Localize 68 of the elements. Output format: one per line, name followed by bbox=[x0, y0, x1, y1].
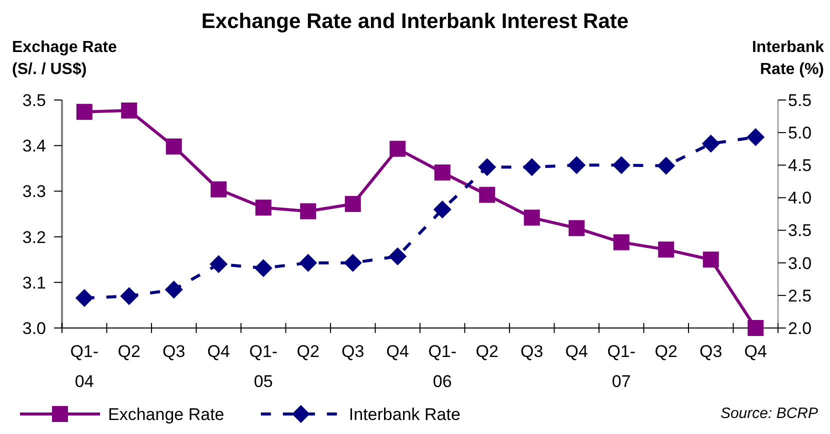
y2-tick-label: 3.5 bbox=[788, 221, 812, 240]
x-tick-label: Q4 bbox=[565, 342, 588, 361]
x-tick-label: Q2 bbox=[654, 342, 678, 361]
point bbox=[390, 140, 406, 157]
point bbox=[164, 280, 183, 299]
point bbox=[344, 254, 362, 272]
point bbox=[479, 186, 496, 203]
point bbox=[300, 203, 316, 220]
x-tick-label: Q2 bbox=[476, 342, 498, 361]
x-tick-label: Q4 bbox=[744, 342, 767, 361]
point bbox=[657, 156, 676, 175]
point bbox=[210, 255, 228, 274]
y2-tick-label: 3.0 bbox=[788, 254, 812, 273]
x-tick-label: Q3 bbox=[520, 342, 544, 361]
x-tick-label: Q1-07 bbox=[607, 342, 636, 391]
point bbox=[613, 234, 630, 250]
point bbox=[612, 156, 630, 174]
point bbox=[120, 287, 138, 306]
y2-tick-label: 5.5 bbox=[788, 90, 812, 110]
x-tick-label: Q1-06 bbox=[428, 342, 457, 391]
point bbox=[524, 210, 540, 226]
point bbox=[75, 289, 94, 308]
x-tick-label: Q3 bbox=[162, 342, 186, 361]
x-tick-label: Q4 bbox=[207, 342, 230, 361]
point bbox=[568, 220, 585, 236]
point bbox=[478, 158, 496, 176]
point bbox=[255, 200, 272, 216]
point bbox=[299, 254, 318, 272]
x-tick-label: Q1-05 bbox=[249, 342, 278, 391]
point bbox=[746, 128, 765, 146]
point bbox=[568, 156, 586, 174]
point bbox=[522, 158, 541, 176]
chart-title: Exchange Rate and Interbank Interest Rate bbox=[201, 10, 629, 33]
point bbox=[76, 104, 92, 120]
y2-tick-label: 5.0 bbox=[788, 124, 812, 143]
y-tick-label: 3.3 bbox=[22, 182, 46, 202]
point bbox=[433, 200, 452, 218]
x-tick-label: Q2 bbox=[118, 342, 140, 361]
x-tick-label: Q3 bbox=[342, 342, 364, 361]
point bbox=[748, 320, 764, 336]
y2-tick-label: 2.5 bbox=[788, 286, 812, 306]
x-tick-label: Q4 bbox=[386, 342, 409, 361]
point bbox=[344, 196, 361, 212]
point bbox=[702, 134, 720, 153]
y-tick-label: 3.4 bbox=[22, 136, 46, 156]
x-tick-label: Q1-04 bbox=[70, 342, 99, 391]
x-tick-label: Q2 bbox=[296, 342, 320, 361]
y2-tick-label: 4.0 bbox=[788, 188, 812, 208]
point bbox=[658, 242, 674, 258]
point bbox=[121, 102, 138, 118]
point bbox=[210, 181, 227, 198]
point bbox=[702, 252, 719, 268]
y-tick-label: 3.5 bbox=[22, 90, 46, 110]
legend-label: Exchange Rate bbox=[108, 405, 224, 424]
source-note: Source: BCRP bbox=[720, 405, 818, 422]
y2-tick-label: 4.5 bbox=[788, 156, 812, 176]
point bbox=[254, 259, 272, 278]
y-tick-label: 3.1 bbox=[22, 273, 46, 292]
y2-axis-title: Interbank Rate (%) bbox=[752, 39, 824, 78]
point bbox=[166, 138, 182, 155]
y2-tick-label: 2.0 bbox=[788, 318, 812, 338]
legend-label: Interbank Rate bbox=[348, 405, 460, 424]
y-axis-title: Exchage Rate (S/. / US$) bbox=[12, 39, 118, 78]
y-tick-label: 3.0 bbox=[22, 318, 46, 338]
point bbox=[388, 247, 407, 266]
point bbox=[434, 164, 450, 181]
y-tick-label: 3.2 bbox=[22, 228, 46, 247]
x-tick-label: Q3 bbox=[700, 342, 722, 361]
